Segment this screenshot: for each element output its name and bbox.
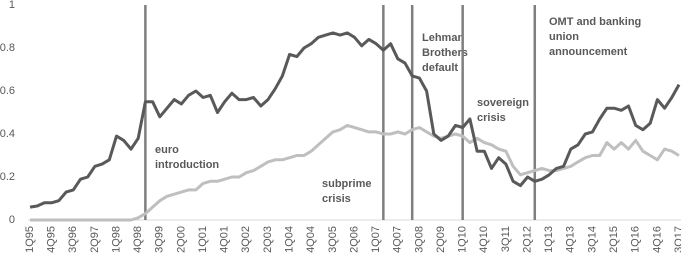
x-tick-label: 4Q16 — [651, 226, 663, 253]
y-tick-label: 0.8 — [0, 42, 15, 54]
x-tick-label: 2Q15 — [608, 226, 620, 253]
annotation: OMT and banking — [549, 16, 641, 28]
y-tick-label: 1 — [9, 0, 15, 11]
x-tick-label: 3Q96 — [67, 226, 79, 253]
annotation: subprime — [322, 178, 372, 190]
series-line — [29, 31, 681, 209]
y-tick-label: 0.6 — [0, 85, 15, 97]
x-tick-label: 4Q13 — [565, 226, 577, 253]
annotation: sovereign — [477, 97, 529, 109]
x-tick-label: 3Q02 — [240, 226, 252, 253]
series-line — [30, 123, 680, 222]
x-tick-label: 3Q14 — [586, 226, 598, 253]
x-tick-label: 3Q08 — [413, 226, 425, 253]
annotation: announcement — [549, 46, 628, 58]
x-tick-label: 4Q04 — [305, 226, 317, 253]
x-tick-label: 1Q13 — [543, 226, 555, 253]
annotation: default — [422, 62, 458, 74]
x-tick-label: 2Q97 — [89, 226, 101, 253]
x-tick-label: 2Q03 — [262, 226, 274, 253]
x-tick-label: 3Q05 — [327, 226, 339, 253]
x-tick-label: 4Q01 — [219, 226, 231, 253]
annotation: crisis — [477, 112, 506, 124]
x-tick-label: 2Q12 — [521, 226, 533, 253]
x-tick-label: 3Q11 — [500, 226, 512, 252]
x-tick-label: 2Q06 — [348, 226, 360, 253]
x-tick-label: 2Q09 — [435, 226, 447, 253]
x-tick-label: 1Q07 — [370, 226, 382, 253]
x-tick-label: 4Q10 — [478, 226, 490, 253]
annotation: Lehman — [422, 32, 464, 44]
x-tick-label: 1Q16 — [630, 226, 642, 253]
annotation: crisis — [322, 193, 351, 205]
annotation: introduction — [155, 159, 219, 171]
x-tick-label: 3Q17 — [673, 226, 681, 253]
y-tick-label: 0.4 — [0, 128, 15, 140]
x-tick-label: 1Q95 — [24, 226, 36, 253]
annotation: Brothers — [422, 47, 468, 59]
x-tick-label: 1Q04 — [284, 226, 296, 253]
x-tick-label: 4Q95 — [46, 226, 58, 253]
x-tick-label: 1Q10 — [457, 226, 469, 253]
x-tick-label: 4Q07 — [392, 226, 404, 253]
y-tick-label: 0.2 — [0, 171, 15, 183]
x-tick-label: 1Q01 — [197, 226, 209, 253]
x-tick-label: 3Q99 — [154, 226, 166, 253]
annotation: union — [549, 31, 579, 43]
annotation: euro — [155, 144, 179, 156]
x-tick-label: 1Q98 — [110, 226, 122, 253]
x-tick-label: 2Q00 — [175, 226, 187, 253]
y-tick-label: 0 — [9, 214, 15, 226]
x-tick-label: 4Q98 — [132, 226, 144, 253]
